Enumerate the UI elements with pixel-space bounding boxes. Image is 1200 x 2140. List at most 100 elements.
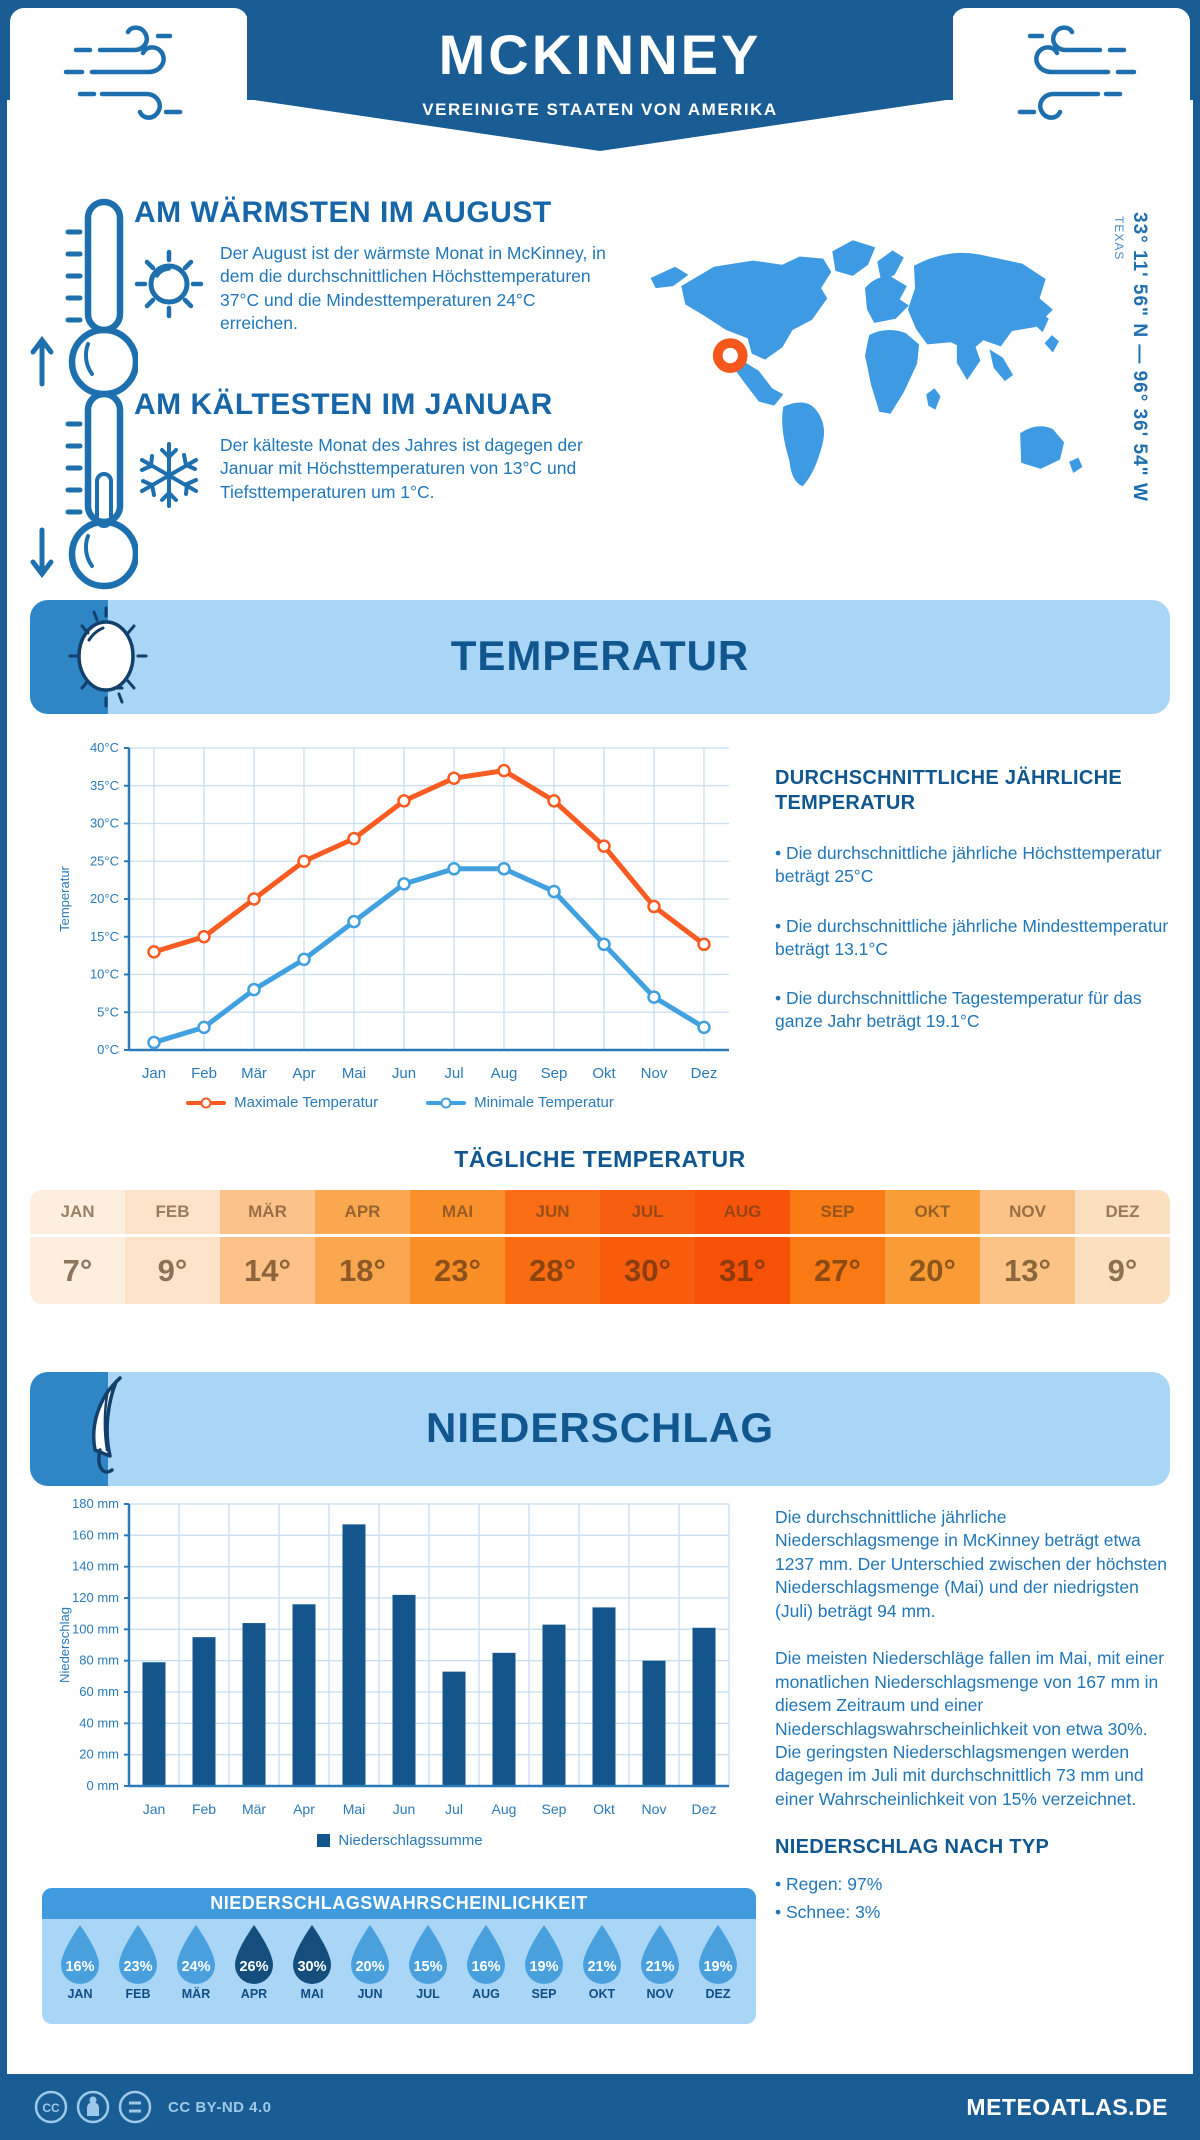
precipitation-type-rain: • Regen: 97% [775, 1874, 883, 1895]
precipitation-text-column: Die durchschnittliche jährliche Niedersc… [775, 1506, 1173, 1926]
svg-text:0 mm: 0 mm [87, 1778, 120, 1793]
probability-drop-NOV: 21% NOV [634, 1924, 686, 2001]
drop-month-label: JUL [416, 1987, 440, 2001]
raindrop-icon: 21% [583, 1925, 621, 1984]
daily-temperature-value: 23° [410, 1237, 505, 1304]
svg-text:Sep: Sep [541, 1065, 568, 1082]
wind-decoration-right [952, 8, 1190, 134]
probability-drop-DEZ: 19% DEZ [692, 1924, 744, 2001]
warmest-text: Der August ist der wärmste Monat in McKi… [220, 243, 606, 333]
annual-bullet-2: • Die durchschnittliche jährliche Mindes… [775, 915, 1169, 959]
precipitation-chart: 0 mm 20 mm 40 mm 60 mm 80 mm 100 mm 120 mm 140 … [55, 1492, 745, 1837]
svg-text:Apr: Apr [292, 1065, 315, 1082]
line-swatch [426, 1097, 467, 1108]
precipitation-paragraph-1: Die durchschnittliche jährliche Niedersc… [775, 1507, 1167, 1621]
raindrop-icon: 26% [235, 1925, 273, 1984]
temperature-line-chart: 0°C 5°C 10°C 15°C 20°C 25°C 30°C 35°C 40°C Jan Feb… [57, 740, 729, 1082]
svg-text:19%: 19% [529, 1959, 558, 1975]
svg-text:0°C: 0°C [97, 1042, 119, 1057]
legend-label: Maximale Temperatur [234, 1094, 379, 1111]
svg-text:20°C: 20°C [90, 891, 119, 906]
precipitation-legend-item: Niederschlagssumme [317, 1832, 483, 1849]
region-label: TEXAS [1112, 216, 1126, 261]
drop-month-label: SEP [531, 1987, 557, 2001]
svg-text:Jan: Jan [143, 1801, 166, 1817]
svg-text:Jan: Jan [142, 1065, 166, 1082]
svg-text:Jun: Jun [393, 1801, 416, 1817]
svg-text:Mai: Mai [342, 1065, 366, 1082]
svg-text:CC: CC [42, 2101, 60, 2115]
svg-text:Temperatur: Temperatur [57, 865, 72, 931]
daily-temperature-heading: TÄGLICHE TEMPERATUR [454, 1146, 746, 1172]
svg-text:Aug: Aug [491, 1065, 518, 1082]
svg-text:30%: 30% [297, 1959, 326, 1975]
daily-temperature-value: 9° [1075, 1237, 1170, 1304]
daily-column-FEB: FEB 9° [125, 1190, 220, 1304]
raindrop-icon: 19% [699, 1925, 737, 1984]
svg-text:Jul: Jul [445, 1801, 463, 1817]
sun-icon [130, 244, 208, 327]
daily-month-label: MAI [410, 1190, 505, 1237]
svg-text:10°C: 10°C [90, 967, 119, 982]
svg-text:5°C: 5°C [97, 1004, 119, 1019]
svg-text:25°C: 25°C [90, 853, 119, 868]
coordinates-label: 33° 11' 56" N — 96° 36' 54" W [1129, 212, 1150, 502]
bar-swatch [317, 1834, 331, 1847]
daily-month-label: FEB [125, 1190, 220, 1237]
coldest-title: AM KÄLTESTEN IM JANUAR [134, 388, 553, 421]
daily-month-label: JUL [600, 1190, 695, 1237]
svg-text:35°C: 35°C [90, 778, 119, 793]
svg-text:15°C: 15°C [90, 929, 119, 944]
left-border [0, 0, 7, 2140]
svg-text:19%: 19% [703, 1959, 732, 1975]
svg-text:23%: 23% [123, 1959, 152, 1975]
svg-text:16%: 16% [471, 1959, 500, 1975]
svg-text:120 mm: 120 mm [72, 1590, 119, 1605]
license-label: CC BY-ND 4.0 [168, 2098, 272, 2116]
probability-drop-FEB: 23% FEB [112, 1924, 164, 2001]
raindrop-icon: 19% [525, 1925, 563, 1984]
precipitation-probability-panel: NIEDERSCHLAGSWAHRSCHEINLICHKEIT 16% JAN 23… [42, 1888, 756, 2024]
svg-text:Mär: Mär [242, 1801, 266, 1817]
drop-month-label: MAI [300, 1987, 324, 2001]
daily-column-MÄR: MÄR 14° [220, 1190, 315, 1304]
svg-text:Apr: Apr [293, 1801, 315, 1817]
daily-column-MAI: MAI 23° [410, 1190, 505, 1304]
drop-month-label: AUG [472, 1987, 500, 2001]
precipitation-type-snow: • Schnee: 3% [775, 1902, 881, 1923]
warmest-month-block: AM WÄRMSTEN IM AUGUST Der August ist der… [30, 196, 634, 398]
svg-text:Mai: Mai [343, 1801, 366, 1817]
svg-text:Okt: Okt [593, 1801, 615, 1817]
legend-item: Minimale Temperatur [426, 1094, 614, 1111]
svg-text:Feb: Feb [192, 1801, 216, 1817]
svg-text:20%: 20% [355, 1959, 384, 1975]
daily-month-label: DEZ [1075, 1190, 1170, 1237]
svg-text:Dez: Dez [691, 1065, 718, 1082]
probability-heading: NIEDERSCHLAGSWAHRSCHEINLICHKEIT [42, 1888, 756, 1919]
svg-text:21%: 21% [587, 1959, 616, 1975]
svg-text:Aug: Aug [492, 1801, 517, 1817]
svg-text:Sep: Sep [542, 1801, 567, 1817]
daily-column-JUN: JUN 28° [505, 1190, 600, 1304]
temperature-section-title: TEMPERATUR [450, 632, 750, 680]
daily-column-JUL: JUL 30° [600, 1190, 695, 1304]
umbrella-banner-icon [60, 1376, 160, 1489]
temperature-section-banner: TEMPERATUR [30, 600, 1170, 714]
drop-month-label: MÄR [181, 1987, 211, 2001]
temperature-legend: Maximale Temperatur Minimale Temperatur [55, 1094, 745, 1111]
daily-temperature-value: 9° [125, 1237, 220, 1304]
daily-temperature-value: 7° [30, 1237, 125, 1304]
svg-text:60 mm: 60 mm [79, 1684, 119, 1699]
daily-column-DEZ: DEZ 9° [1075, 1190, 1170, 1304]
svg-text:180 mm: 180 mm [72, 1496, 119, 1511]
drop-month-label: NOV [646, 1987, 674, 2001]
probability-drop-AUG: 16% AUG [460, 1924, 512, 2001]
svg-text:80 mm: 80 mm [79, 1653, 119, 1668]
daily-temperature-value: 31° [695, 1237, 790, 1304]
daily-month-label: OKT [885, 1190, 980, 1237]
daily-month-label: NOV [980, 1190, 1075, 1237]
daily-temperature-value: 28° [505, 1237, 600, 1304]
svg-text:21%: 21% [645, 1959, 674, 1975]
probability-drop-JUN: 20% JUN [344, 1924, 396, 2001]
raindrop-icon: 16% [467, 1925, 505, 1984]
